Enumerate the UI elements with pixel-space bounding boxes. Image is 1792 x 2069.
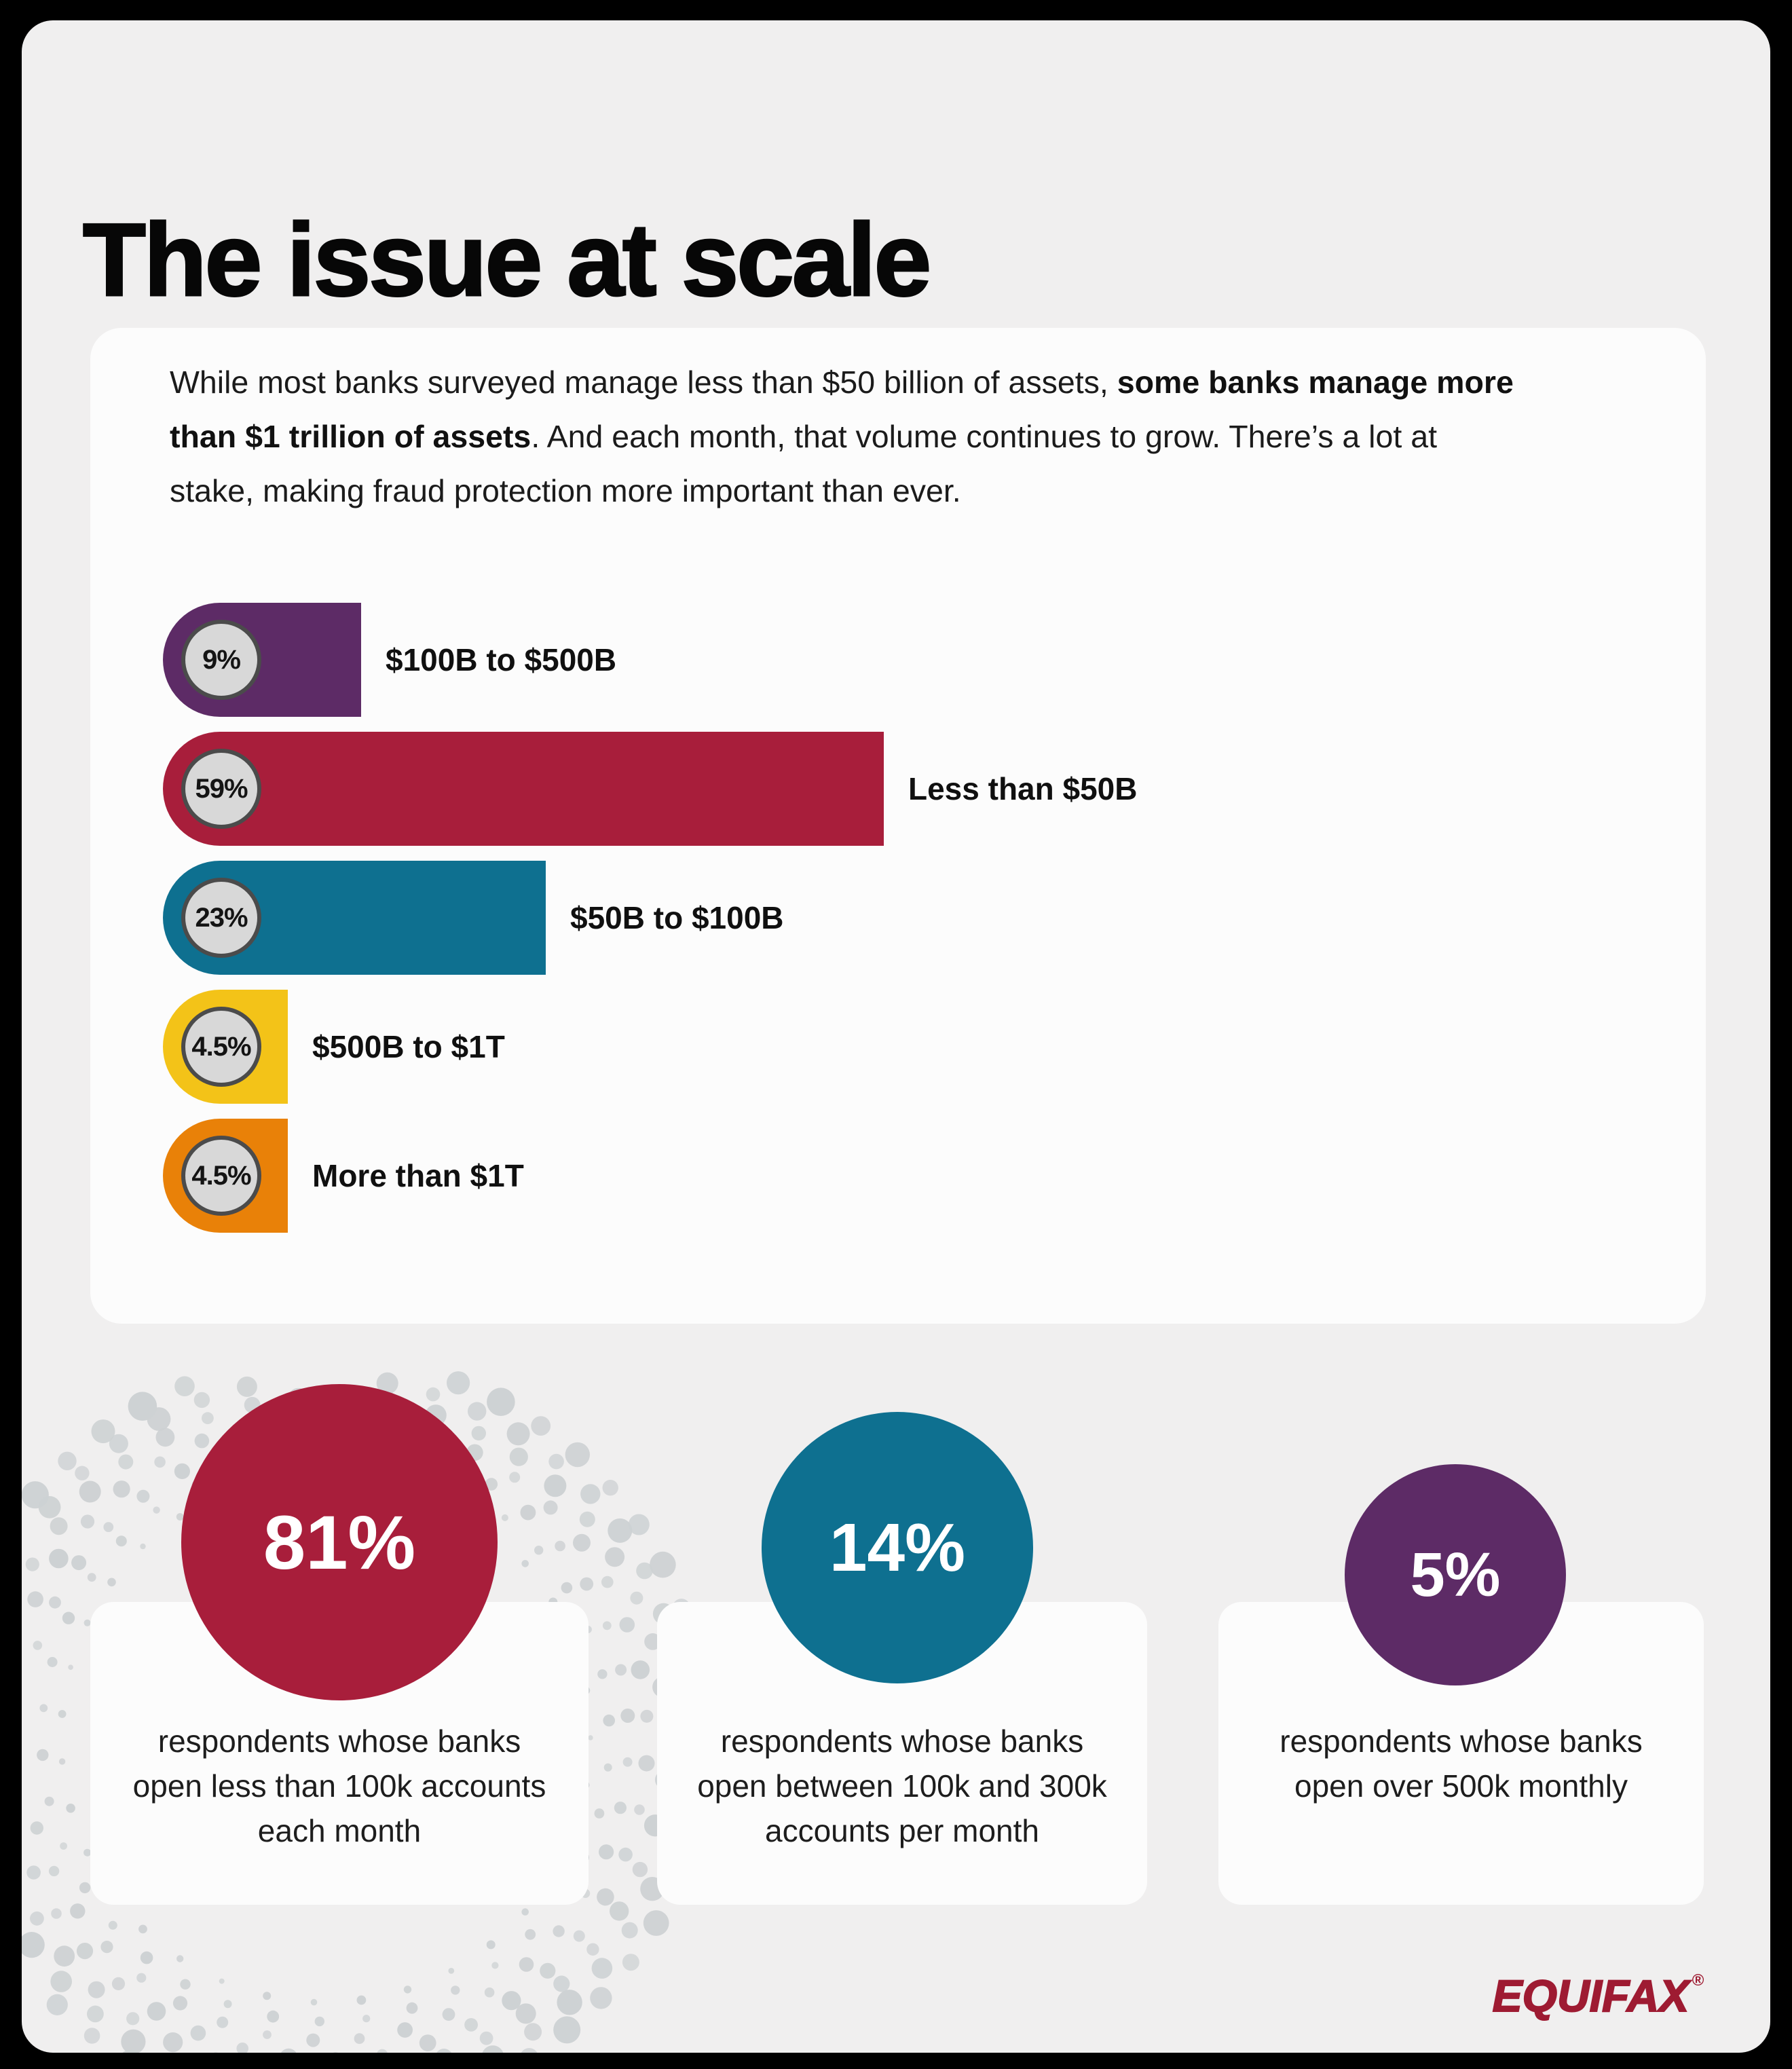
bar-category-label: $50B to $100B <box>570 900 784 935</box>
intro-text-normal: . And each month, that volume continues … <box>170 419 1437 508</box>
content-area: The issue at scale While most banks surv… <box>22 20 1770 2053</box>
bar-fill: 4.5% <box>163 990 288 1104</box>
bar-category-label: Less than $50B <box>908 771 1138 806</box>
stat-circle-5: 5% <box>1345 1464 1566 1685</box>
bar-value-badge: 4.5% <box>181 1136 261 1216</box>
bar-fill: 59% <box>163 732 884 846</box>
bar-row-more-than-1t: 4.5% More than $1T <box>163 1119 524 1233</box>
bar-row-50b-to-100b: 23% $50B to $100B <box>163 861 784 975</box>
bar-category-label: $500B to $1T <box>312 1029 505 1064</box>
bar-row-500b-to-1t: 4.5% $500B to $1T <box>163 990 505 1104</box>
equifax-logo: EQUIFAX ® <box>1492 1970 1704 2021</box>
stat-circle-14: 14% <box>762 1412 1033 1683</box>
bar-value-badge: 4.5% <box>181 1007 261 1087</box>
stat-circle-81: 81% <box>181 1384 498 1700</box>
bar-row-100b-to-500b: 9% $100B to $500B <box>163 603 616 717</box>
stat-description: respondents whose banks open between 100… <box>697 1723 1107 1848</box>
bar-fill: 9% <box>163 603 361 717</box>
equifax-wordmark: EQUIFAX <box>1492 1970 1690 2021</box>
bar-value-badge: 59% <box>181 749 261 829</box>
registered-trademark-icon: ® <box>1692 1971 1704 1990</box>
bar-fill: 23% <box>163 861 546 975</box>
summary-card: While most banks surveyed manage less th… <box>90 328 1706 1324</box>
stat-description: respondents whose banks open over 500k m… <box>1280 1723 1643 1804</box>
intro-text-bold: some banks manage more than $1 trillion … <box>170 365 1514 454</box>
page-title: The issue at scale <box>81 202 932 318</box>
bar-category-label: $100B to $500B <box>386 642 617 677</box>
bar-value-badge: 9% <box>181 620 261 700</box>
bar-fill: 4.5% <box>163 1119 288 1233</box>
bar-category-label: More than $1T <box>312 1158 524 1193</box>
bar-value-badge: 23% <box>181 878 261 958</box>
bar-row-less-than-50b: 59% Less than $50B <box>163 732 1137 846</box>
intro-paragraph: While most banks surveyed manage less th… <box>170 355 1520 518</box>
intro-text-normal: While most banks surveyed manage less th… <box>170 365 1117 400</box>
stat-description: respondents whose banks open less than 1… <box>132 1723 546 1848</box>
